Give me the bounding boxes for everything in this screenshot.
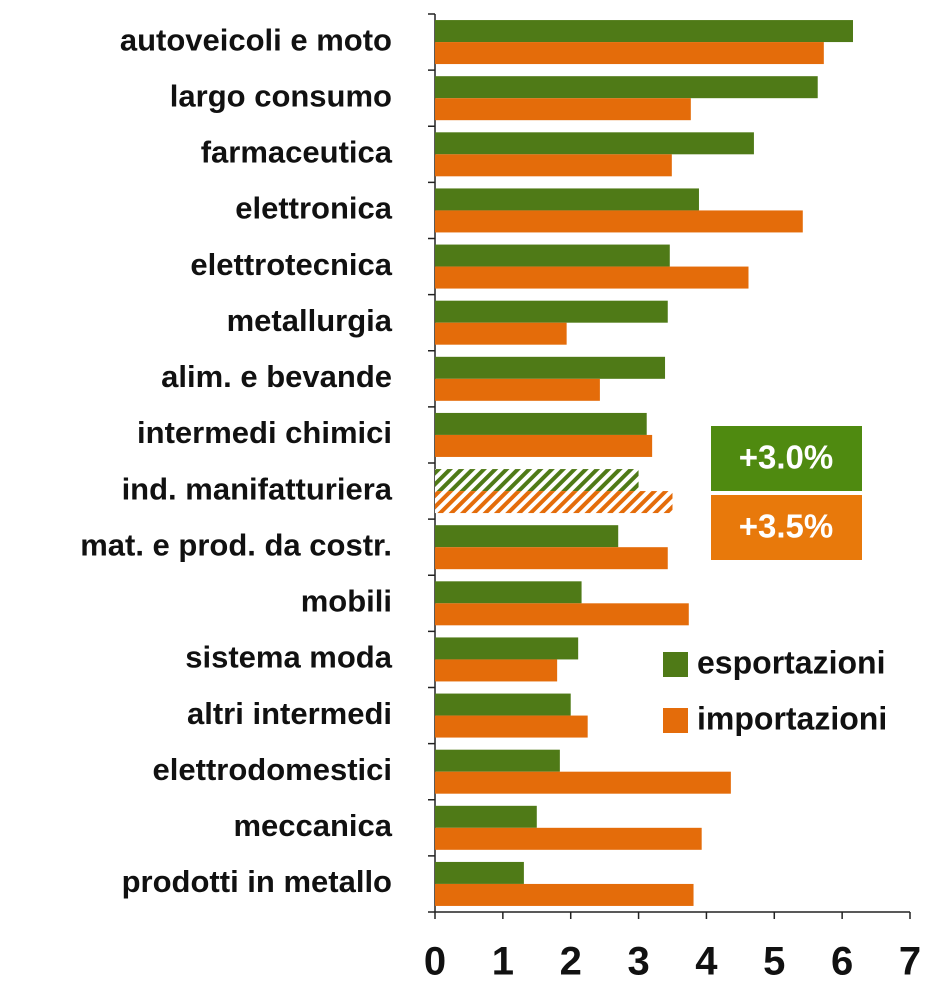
category-label: mat. e prod. da costr. <box>80 527 392 562</box>
bar <box>435 637 579 660</box>
bar <box>435 378 600 401</box>
bar <box>435 525 619 548</box>
bar <box>435 154 672 177</box>
value-label-box <box>711 426 862 491</box>
bar <box>435 322 567 345</box>
x-tick-label: 2 <box>560 940 582 981</box>
category-label: elettrodomestici <box>153 752 392 787</box>
category-label: intermedi chimici <box>137 415 392 450</box>
bar <box>435 98 691 121</box>
legend-swatch <box>663 708 688 733</box>
bar <box>435 491 673 514</box>
x-tick-label: 1 <box>492 940 514 981</box>
legend-label: importazioni <box>697 700 887 736</box>
bar <box>435 603 689 626</box>
category-label: altri intermedi <box>187 696 392 731</box>
value-label: +3.0% <box>739 439 834 476</box>
bar <box>435 356 666 379</box>
bar <box>435 771 731 794</box>
x-tick-label: 5 <box>763 940 785 981</box>
bar <box>435 412 647 435</box>
bar <box>435 827 702 850</box>
bar <box>435 715 588 738</box>
bar <box>435 547 668 570</box>
bar <box>435 42 824 65</box>
bar <box>435 76 818 99</box>
bar <box>435 434 653 457</box>
bar <box>435 883 694 906</box>
category-label: elettronica <box>235 191 393 226</box>
value-label-box <box>711 495 862 560</box>
bar <box>435 244 670 267</box>
bar <box>435 132 754 155</box>
bar <box>435 20 853 43</box>
value-label: +3.5% <box>739 508 834 545</box>
legend-label: esportazioni <box>697 644 885 680</box>
x-tick-label: 0 <box>424 940 446 981</box>
bar <box>435 300 668 323</box>
category-label: mobili <box>301 584 392 619</box>
category-label: metallurgia <box>227 303 393 338</box>
x-tick-label: 7 <box>899 940 921 981</box>
legend-swatch <box>663 652 688 677</box>
bar <box>435 659 558 682</box>
x-tick-label: 3 <box>627 940 649 981</box>
bar <box>435 861 524 884</box>
category-label: elettrotecnica <box>190 247 392 282</box>
bar <box>435 805 537 828</box>
bar <box>435 693 571 716</box>
bar <box>435 188 699 211</box>
x-tick-label: 4 <box>695 940 718 981</box>
category-label: largo consumo <box>170 78 392 113</box>
category-label: alim. e bevande <box>161 359 392 394</box>
category-label: ind. manifatturiera <box>122 471 393 506</box>
category-label: meccanica <box>233 808 392 843</box>
category-label: sistema moda <box>185 640 393 675</box>
bar <box>435 210 803 233</box>
bar <box>435 266 749 289</box>
category-label: farmaceutica <box>201 135 393 170</box>
x-tick-label: 6 <box>831 940 853 981</box>
bar <box>435 581 582 604</box>
bar <box>435 749 560 772</box>
bar <box>435 469 639 492</box>
category-label: autoveicoli e moto <box>120 22 392 57</box>
category-label: prodotti in metallo <box>122 864 392 899</box>
